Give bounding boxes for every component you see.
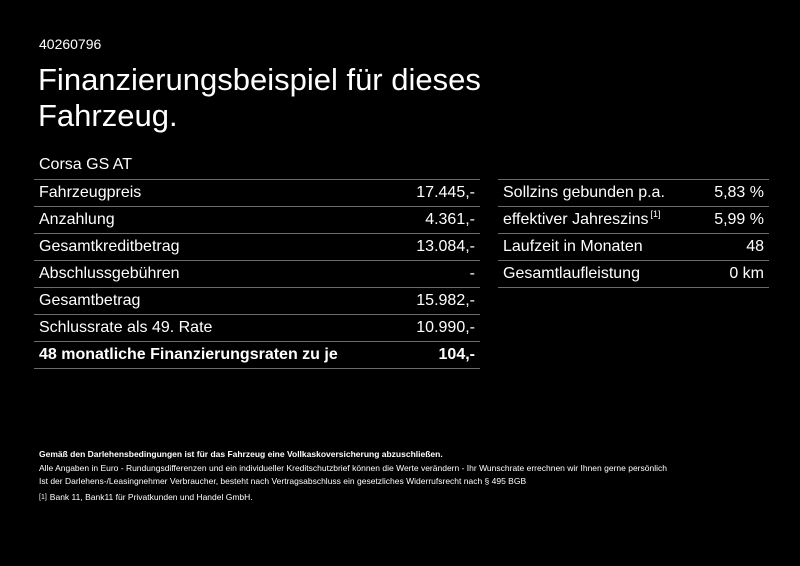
- row-label: Anzahlung: [39, 211, 115, 228]
- page-title: Finanzierungsbeispiel für dieses Fahrzeu…: [38, 62, 481, 133]
- row-label: effektiver Jahreszins: [503, 211, 649, 228]
- table-row: effektiver Jahreszins [1] 5,99 %: [498, 207, 769, 234]
- row-value: 10.990,-: [416, 319, 475, 336]
- financing-table: Fahrzeugpreis 17.445,- Anzahlung 4.361,-…: [34, 179, 480, 369]
- row-label: Fahrzeugpreis: [39, 184, 142, 201]
- table-row: Gesamtlaufleistung 0 km: [498, 261, 769, 288]
- table-row: Anzahlung 4.361,-: [34, 207, 480, 234]
- table-row: Gesamtbetrag 15.982,-: [34, 288, 480, 315]
- footnote-marker: [1]: [39, 494, 47, 501]
- row-label: Sollzins gebunden p.a.: [503, 184, 665, 201]
- row-value: -: [469, 265, 475, 282]
- table-row: Schlussrate als 49. Rate 10.990,-: [34, 315, 480, 342]
- row-value: 48: [746, 238, 764, 255]
- row-label: Abschlussgebühren: [39, 265, 180, 282]
- row-value: 17.445,-: [416, 184, 475, 201]
- reference-number: 40260796: [39, 36, 102, 52]
- row-value: 15.982,-: [416, 292, 475, 309]
- row-value: 5,99 %: [714, 211, 764, 228]
- table-row: Gesamtkreditbetrag 13.084,-: [34, 234, 480, 261]
- row-value: 5,83 %: [714, 184, 764, 201]
- footnote-text: Bank 11, Bank11 für Privatkunden und Han…: [49, 492, 253, 502]
- row-label: Gesamtlaufleistung: [503, 265, 640, 282]
- row-value: 0 km: [729, 265, 764, 282]
- disclaimer-line-1: Alle Angaben in Euro - Rundungsdifferenz…: [39, 463, 667, 473]
- insurance-notice: Gemäß den Darlehensbedingungen ist für d…: [39, 449, 443, 459]
- row-value: 13.084,-: [416, 238, 475, 255]
- table-row: Fahrzeugpreis 17.445,-: [34, 180, 480, 207]
- row-label-wrap: effektiver Jahreszins [1]: [503, 209, 661, 229]
- row-label: Schlussrate als 49. Rate: [39, 319, 213, 336]
- footnote: [1] Bank 11, Bank11 für Privatkunden und …: [39, 491, 779, 504]
- row-label: Gesamtkreditbetrag: [39, 238, 180, 255]
- row-label: Gesamtbetrag: [39, 292, 141, 309]
- monthly-rate-row: 48 monatliche Finanzierungsraten zu je 1…: [34, 342, 480, 369]
- table-row: Abschlussgebühren -: [34, 261, 480, 288]
- interest-table: Sollzins gebunden p.a. 5,83 % effektiver…: [498, 179, 769, 288]
- row-label: 48 monatliche Finanzierungsraten zu je: [39, 346, 338, 363]
- vehicle-model: Corsa GS AT: [39, 156, 133, 173]
- row-value: 104,-: [438, 346, 475, 363]
- disclaimer-line-2: Ist der Darlehens-/Leasingnehmer Verbrau…: [39, 476, 527, 486]
- table-row: Laufzeit in Monaten 48: [498, 234, 769, 261]
- footnote-ref: [1]: [650, 209, 661, 219]
- row-value: 4.361,-: [425, 211, 475, 228]
- legal-footer: Gemäß den Darlehensbedingungen ist für d…: [39, 448, 779, 504]
- table-row: Sollzins gebunden p.a. 5,83 %: [498, 180, 769, 207]
- row-label: Laufzeit in Monaten: [503, 238, 643, 255]
